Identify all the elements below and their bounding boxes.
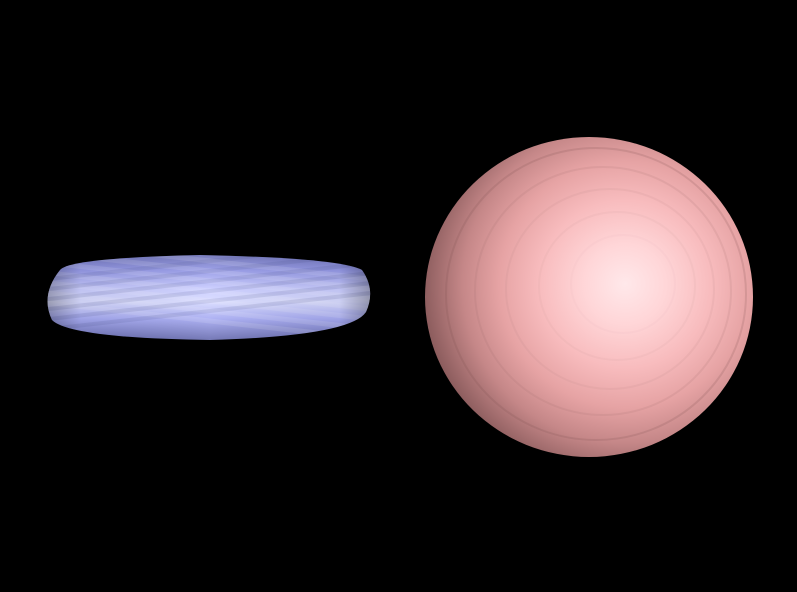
- sphere-object: [425, 137, 753, 457]
- torus-object: [47, 255, 371, 340]
- torus-facets: [47, 255, 371, 340]
- sphere-facets: [445, 147, 747, 441]
